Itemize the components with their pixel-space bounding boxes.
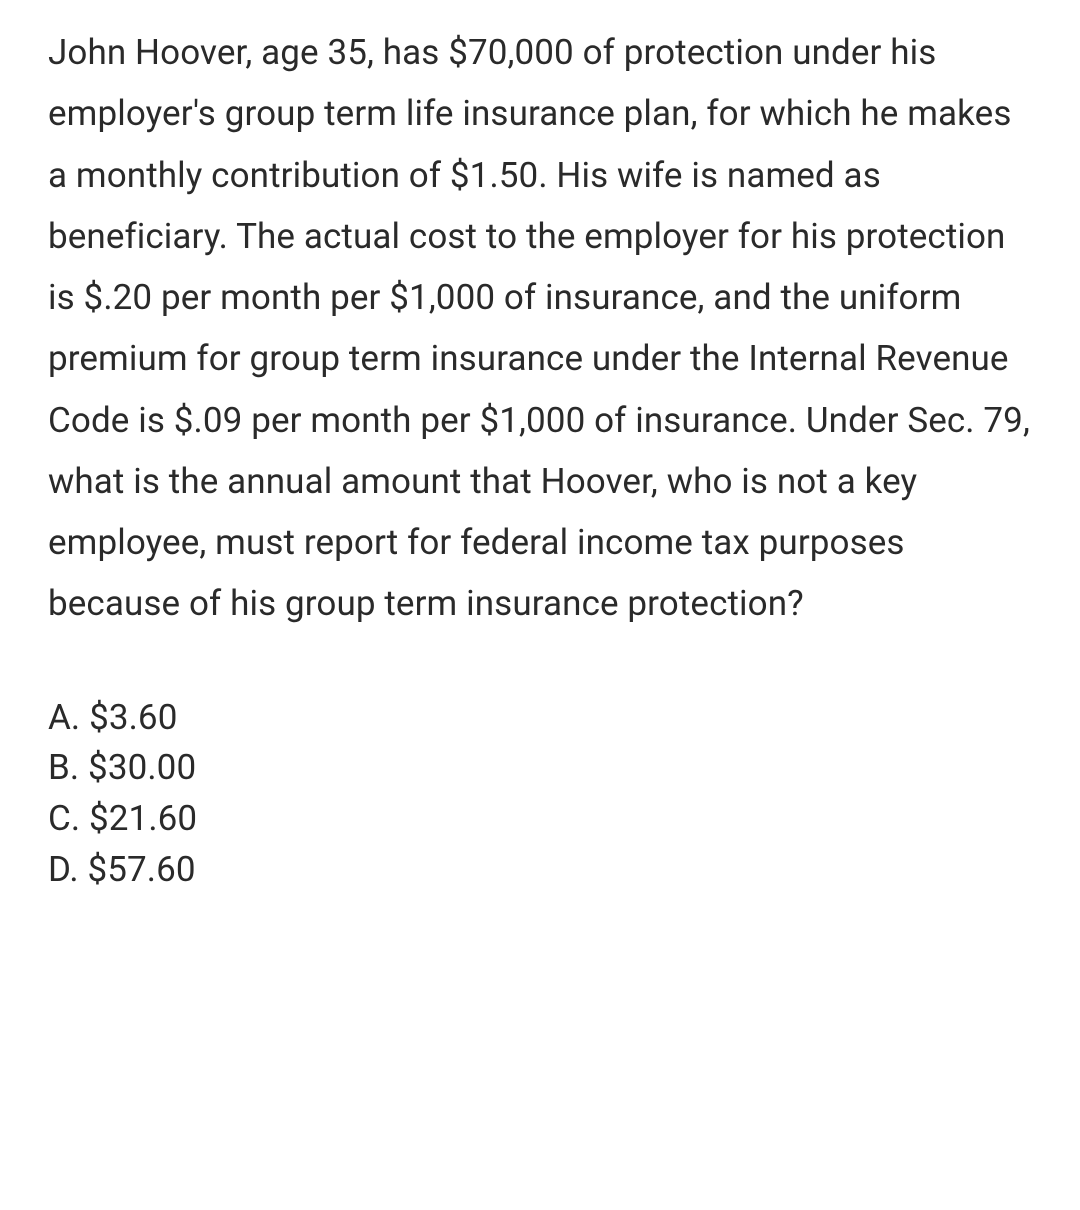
option-letter: A. xyxy=(48,697,80,738)
question-text: John Hoover, age 35, has $70,000 of prot… xyxy=(48,22,1032,635)
option-letter: D. xyxy=(48,849,79,890)
option-b[interactable]: B. $30.00 xyxy=(48,743,1032,794)
option-d[interactable]: D. $57.60 xyxy=(48,845,1032,896)
option-value: $57.60 xyxy=(87,849,195,890)
option-value: $21.60 xyxy=(89,798,197,839)
option-c[interactable]: C. $21.60 xyxy=(48,794,1032,845)
option-letter: C. xyxy=(48,798,80,839)
option-a[interactable]: A. $3.60 xyxy=(48,693,1032,744)
options-list: A. $3.60 B. $30.00 C. $21.60 D. $57.60 xyxy=(48,693,1032,896)
option-value: $30.00 xyxy=(88,747,196,788)
option-value: $3.60 xyxy=(89,697,177,738)
option-letter: B. xyxy=(48,747,79,788)
question-container: John Hoover, age 35, has $70,000 of prot… xyxy=(0,0,1080,896)
